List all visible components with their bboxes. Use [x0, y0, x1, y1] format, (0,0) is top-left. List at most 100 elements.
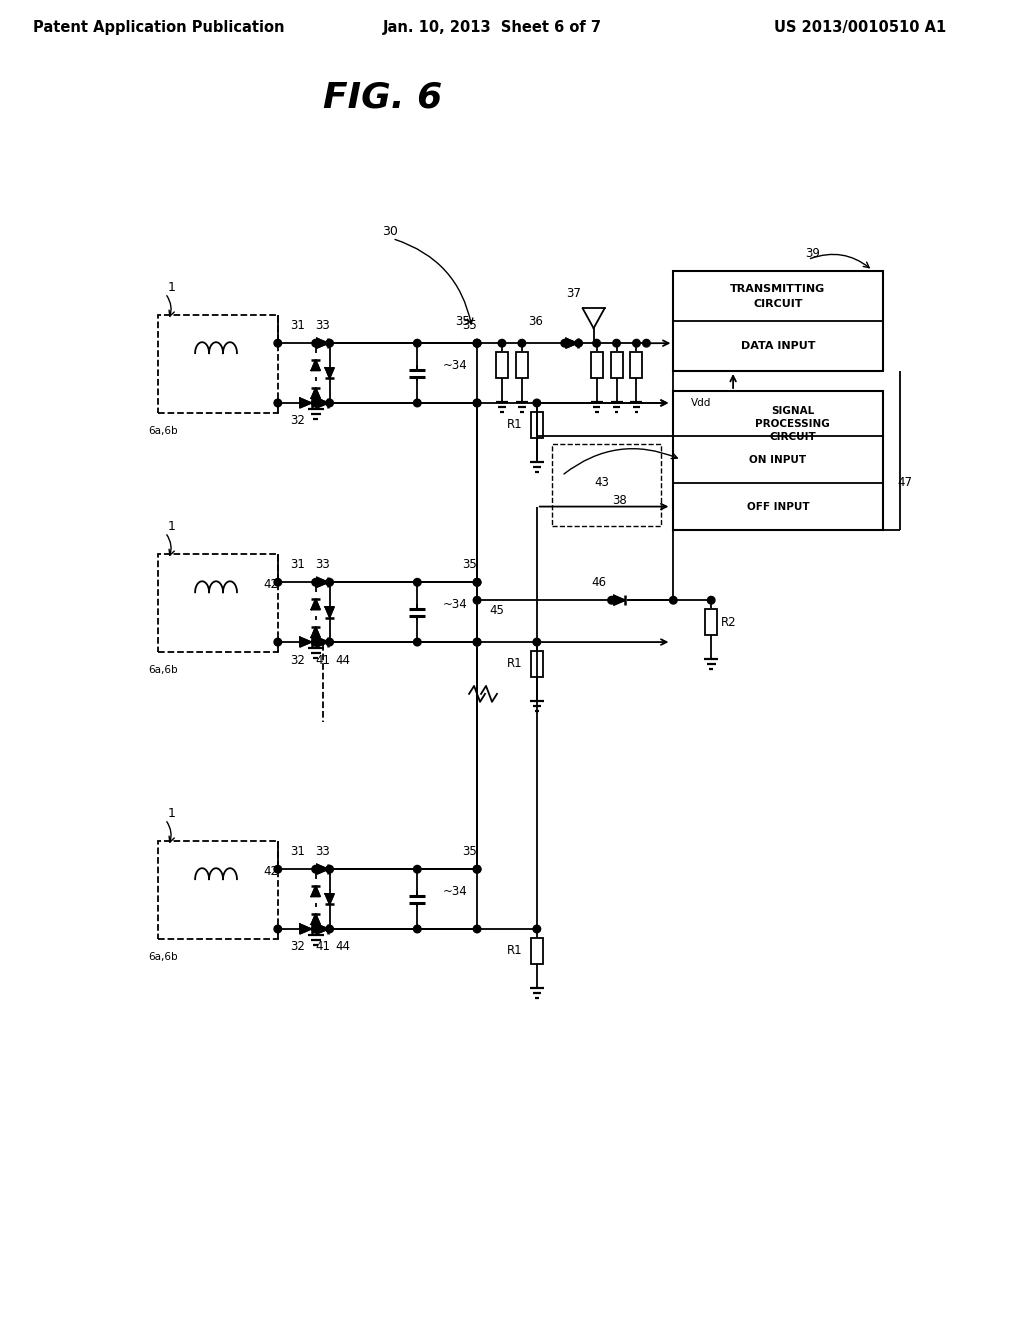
Circle shape: [593, 339, 600, 347]
Bar: [530, 939, 543, 964]
Polygon shape: [311, 913, 321, 924]
Text: R1: R1: [507, 657, 522, 671]
Circle shape: [534, 399, 541, 407]
Circle shape: [633, 339, 640, 347]
Text: 32: 32: [290, 414, 305, 428]
Bar: [610, 352, 623, 378]
Text: 47: 47: [897, 477, 912, 490]
Circle shape: [473, 925, 481, 933]
Bar: [159, 315, 278, 413]
Text: R2: R2: [721, 615, 737, 628]
Text: 1: 1: [167, 281, 175, 294]
Circle shape: [473, 339, 481, 347]
Polygon shape: [300, 638, 311, 647]
Text: Patent Application Publication: Patent Application Publication: [33, 20, 284, 34]
Circle shape: [312, 639, 319, 645]
Circle shape: [670, 597, 677, 605]
Circle shape: [473, 639, 481, 645]
Circle shape: [473, 639, 481, 645]
Circle shape: [473, 866, 481, 873]
Circle shape: [574, 339, 583, 347]
Polygon shape: [316, 577, 329, 587]
Text: 1: 1: [167, 807, 175, 820]
Bar: [530, 651, 543, 677]
Text: 35: 35: [462, 558, 476, 570]
Text: TRANSMITTING: TRANSMITTING: [730, 284, 825, 294]
Circle shape: [473, 597, 481, 605]
Text: 6a,6b: 6a,6b: [148, 665, 178, 675]
Circle shape: [473, 399, 481, 407]
Polygon shape: [300, 399, 311, 408]
Circle shape: [534, 639, 541, 645]
Text: 46: 46: [591, 576, 606, 589]
Text: 32: 32: [290, 653, 305, 667]
Text: 1: 1: [167, 520, 175, 533]
Text: 44: 44: [335, 653, 350, 667]
Text: 35: 35: [462, 318, 476, 331]
Bar: [530, 412, 543, 438]
Circle shape: [312, 866, 319, 873]
Circle shape: [312, 925, 319, 933]
Bar: [159, 554, 278, 652]
Text: 42: 42: [263, 865, 279, 878]
Text: 37: 37: [566, 286, 582, 300]
Circle shape: [326, 925, 334, 933]
Circle shape: [312, 639, 319, 645]
Text: R1: R1: [507, 418, 522, 432]
Circle shape: [414, 866, 421, 873]
Polygon shape: [300, 924, 311, 935]
Text: ~34: ~34: [442, 359, 468, 372]
Text: 33: 33: [315, 558, 330, 570]
Bar: [674, 272, 883, 371]
Text: 33: 33: [315, 845, 330, 858]
Text: 41: 41: [315, 940, 330, 953]
Circle shape: [274, 339, 282, 347]
Circle shape: [326, 399, 334, 407]
Circle shape: [274, 866, 282, 873]
Text: ~34: ~34: [442, 884, 468, 898]
Bar: [159, 841, 278, 939]
Text: 39: 39: [805, 247, 820, 260]
Polygon shape: [316, 399, 329, 408]
Bar: [591, 352, 602, 378]
Circle shape: [473, 578, 481, 586]
Text: Vdd: Vdd: [691, 397, 712, 408]
Circle shape: [473, 399, 481, 407]
Circle shape: [326, 866, 334, 873]
Text: CIRCUIT: CIRCUIT: [754, 300, 803, 309]
Polygon shape: [311, 886, 321, 896]
Circle shape: [312, 578, 319, 586]
Bar: [552, 444, 662, 525]
Circle shape: [499, 339, 506, 347]
Circle shape: [608, 597, 615, 605]
Circle shape: [312, 925, 319, 933]
Circle shape: [414, 925, 421, 933]
Text: 31: 31: [290, 558, 305, 570]
Circle shape: [312, 399, 319, 407]
Text: FIG. 6: FIG. 6: [323, 81, 442, 114]
Polygon shape: [566, 338, 578, 348]
Circle shape: [414, 339, 421, 347]
Polygon shape: [311, 360, 321, 371]
Polygon shape: [325, 894, 334, 904]
Text: 35: 35: [455, 314, 469, 327]
Text: R1: R1: [507, 944, 522, 957]
Bar: [631, 352, 642, 378]
Text: 44: 44: [335, 940, 350, 953]
Polygon shape: [613, 595, 626, 605]
Circle shape: [326, 339, 334, 347]
Circle shape: [643, 339, 650, 347]
Circle shape: [473, 578, 481, 586]
Text: 42: 42: [263, 578, 279, 591]
Text: ON INPUT: ON INPUT: [750, 455, 807, 465]
Text: 6a,6b: 6a,6b: [148, 952, 178, 962]
Circle shape: [274, 925, 282, 933]
Text: 6a,6b: 6a,6b: [148, 426, 178, 436]
Polygon shape: [316, 638, 329, 647]
Circle shape: [312, 339, 319, 347]
Circle shape: [414, 639, 421, 645]
Text: Jan. 10, 2013  Sheet 6 of 7: Jan. 10, 2013 Sheet 6 of 7: [383, 20, 601, 34]
Text: 31: 31: [290, 318, 305, 331]
Text: CIRCUIT: CIRCUIT: [769, 432, 816, 442]
Circle shape: [473, 339, 481, 347]
